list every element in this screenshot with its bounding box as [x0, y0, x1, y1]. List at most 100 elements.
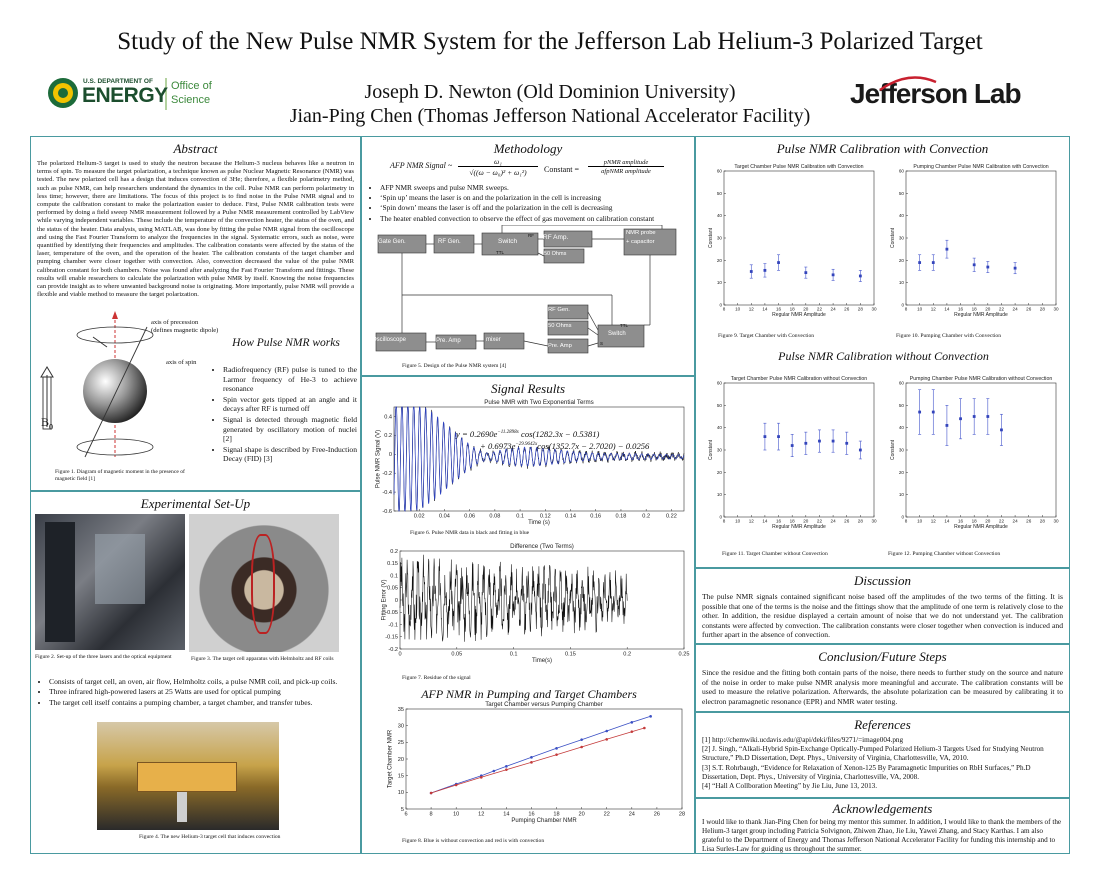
- setup-bullets: Consists of target cell, an oven, air fl…: [35, 677, 355, 708]
- calib-with-heading: Pulse NMR Calibration with Convection: [776, 141, 989, 156]
- x-tick-label: 10: [917, 307, 923, 312]
- afp-point: [643, 726, 646, 730]
- x-tick-label: 14: [944, 519, 950, 524]
- ohms-block-1: 50 Ohms: [544, 251, 567, 257]
- x-tick-label: 26: [1026, 307, 1032, 312]
- afp-point: [580, 745, 583, 749]
- x-tick-label: 0.16: [590, 514, 601, 520]
- data-point: [790, 444, 794, 447]
- x-tick-label: 0.05: [451, 652, 462, 658]
- chart-title: Target Chamber Pulse NMR Calibration wit…: [734, 164, 863, 170]
- x-tick-label: 18: [553, 812, 559, 818]
- x-tick-label: 20: [579, 812, 585, 818]
- chart-title: Pulse NMR with Two Exponential Terms: [484, 399, 593, 406]
- fit-equation-line-1: y = 0.2690e−11.2898x cos(1282.3x − 0.538…: [456, 429, 599, 439]
- x-tick-label: 0.06: [464, 514, 475, 520]
- reference-item: [3] S.T. Rohrbaugh, “Evidence for Relaxa…: [702, 763, 1031, 781]
- x-tick-label: 0.1: [510, 652, 518, 658]
- data-point: [831, 439, 835, 443]
- y-tick-label: 10: [717, 492, 723, 497]
- y-tick-label: 20: [398, 757, 404, 763]
- data-point: [918, 410, 922, 414]
- y-axis-label: Constant: [890, 227, 896, 248]
- y-tick-label: 40: [899, 425, 905, 430]
- afp-eq-lhs: AFP NMR Signal ~: [390, 161, 453, 170]
- x-tick-label: 8: [905, 307, 908, 312]
- calibration-panel: Pulse NMR Calibration with Convection 8 1…: [695, 136, 1070, 568]
- y-axis-label: Fitting Error (V): [381, 579, 387, 620]
- const-eq-num: pNMR amplitude: [588, 159, 664, 167]
- authors: Joseph D. Newton (Old Dominion Universit…: [250, 80, 850, 128]
- y-tick-label: 20: [717, 470, 723, 475]
- y-tick-label: 50: [899, 403, 905, 408]
- references-list: [1] http://chemwiki.ucdavis.edu/@api/dek…: [696, 736, 1069, 791]
- x-tick-label: 28: [858, 519, 864, 524]
- y-tick-label: 0: [389, 452, 392, 458]
- x-tick-label: 12: [749, 307, 755, 312]
- rf-port-label: RF: [528, 233, 534, 238]
- y-axis-label: Constant: [708, 227, 714, 248]
- y-tick-label: -0.2: [388, 647, 398, 653]
- x-tick-label: 20: [803, 519, 809, 524]
- x-tick-label: 0.2: [642, 514, 650, 520]
- residue-line: [399, 554, 628, 642]
- doe-energy-text: ENERGY: [82, 84, 168, 107]
- author-1: Joseph D. Newton (Old Dominion Universit…: [364, 81, 736, 103]
- helium-cell-photo: [97, 722, 279, 830]
- plot-area: [905, 382, 1057, 518]
- fig3-caption: Figure 3. The target cell apparatus with…: [191, 656, 334, 662]
- rf-gen-block: RF Gen.: [438, 239, 461, 245]
- signal-heading: Signal Results: [490, 381, 566, 396]
- data-point: [945, 247, 949, 251]
- data-point: [959, 417, 962, 421]
- afp-series-line: [430, 727, 645, 794]
- x-tick-label: 26: [654, 812, 660, 818]
- data-point: [831, 273, 835, 277]
- capacitor-block: + capacitor: [626, 239, 655, 245]
- data-point: [986, 265, 990, 269]
- methodology-panel: Methodology AFP NMR Signal ~ ω₁ √((ω − ω…: [361, 136, 695, 376]
- discussion-heading: Discussion: [853, 573, 912, 588]
- jlab-swoosh-icon: [879, 76, 937, 92]
- switch-block: Switch: [498, 238, 518, 245]
- fig10-caption: Figure 10. Pumping Chamber with Convecti…: [896, 333, 1002, 339]
- magnetic-moment-diagram: [40, 311, 154, 458]
- plot-area: [723, 382, 875, 518]
- chart-title: Target Chamber Pulse NMR Calibration wit…: [731, 376, 867, 382]
- x-tick-label: 14: [944, 307, 950, 312]
- chart-title: Target Chamber versus Pumping Chamber: [485, 701, 603, 708]
- rf-amp-block: RF Amp.: [543, 234, 569, 241]
- x-tick-label: 16: [776, 519, 782, 524]
- pulse-nmr-system-diagram: [375, 225, 677, 354]
- ack-text: I would like to thank Jian-Ping Chen for…: [702, 818, 1062, 853]
- y-axis-label: Pulse NMR Signal (V): [375, 430, 381, 488]
- setup-bullet: The target cell itself contains a pumpin…: [49, 698, 355, 707]
- plot-area: [405, 708, 683, 810]
- data-point: [858, 448, 862, 452]
- how-bullet: Radiofrequency (RF) pulse is tuned to th…: [223, 365, 357, 394]
- x-tick-label: 0.22: [666, 514, 677, 520]
- x-axis-label: Regular NMR Amplitude: [954, 312, 1008, 318]
- x-tick-label: 20: [985, 519, 991, 524]
- x-tick-label: 12: [931, 307, 937, 312]
- x-axis-label: Time(s): [532, 658, 552, 664]
- const-eq-lhs: Constant =: [544, 165, 579, 174]
- jlab-logo: Jefferson Lab: [850, 76, 1040, 114]
- afp-point: [479, 776, 483, 779]
- author-2: Jian-Ping Chen (Thomas Jefferson Nationa…: [289, 105, 811, 127]
- x-tick-label: 0.04: [439, 514, 450, 520]
- y-tick-label: 10: [398, 790, 404, 796]
- how-bullet: Signal shape is described by Free-Induct…: [223, 445, 357, 464]
- x-tick-label: 16: [776, 307, 782, 312]
- y-tick-label: 60: [717, 169, 723, 174]
- calib-without-heading: Pulse NMR Calibration without Convection: [778, 349, 989, 363]
- afp-point: [429, 791, 433, 795]
- doe-small-text: U.S. DEPARTMENT OF: [83, 78, 153, 85]
- fig7-caption: Figure 7. Residue of the signal: [402, 675, 471, 681]
- reference-item: [2] J. Singh, “Alkali-Hybrid Spin-Exchan…: [702, 745, 1044, 763]
- fig9-caption: Figure 9. Target Chamber with Convection: [718, 333, 815, 339]
- x-tick-label: 22: [817, 519, 823, 524]
- eq2-rest: cos(1352.7x − 2.7020) − 0.0256: [537, 441, 650, 451]
- how-bullet: Spin vector gets tipped at an angle and …: [223, 395, 357, 414]
- y-tick-label: 20: [899, 258, 905, 263]
